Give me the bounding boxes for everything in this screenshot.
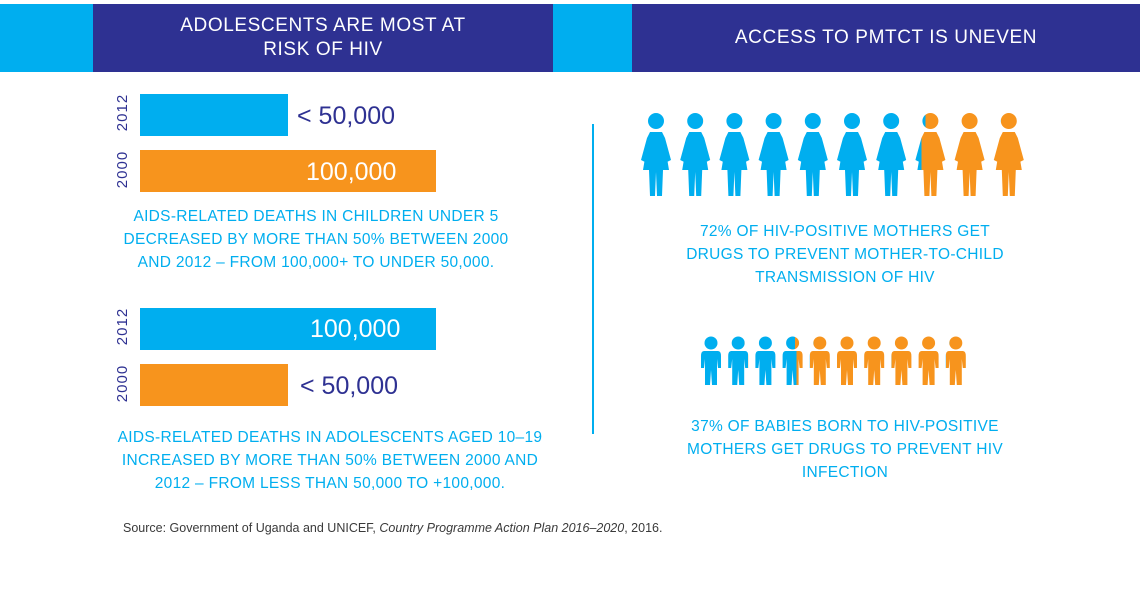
chart2-bar-2000: [140, 364, 288, 406]
mothers-caption-line: TRANSMISSION OF HIV: [755, 269, 935, 286]
child-icon: [755, 336, 776, 385]
header-left: ADOLESCENTS ARE MOST AT RISK OF HIV: [93, 4, 553, 72]
child-icon: [809, 336, 830, 385]
source-suffix: , 2016.: [624, 521, 663, 535]
chart2-caption-line: INCREASED BY MORE THAN 50% BETWEEN 2000 …: [121, 452, 539, 469]
mothers-caption: 72% OF HIV-POSITIVE MOTHERS GET DRUGS TO…: [650, 220, 1040, 289]
header-accent-middle: [553, 4, 632, 72]
header-accent-left: [0, 4, 93, 72]
chart1-year-2000: 2000: [114, 150, 132, 189]
chart1-year-2012: 2012: [114, 93, 132, 132]
header-left-line1: ADOLESCENTS ARE MOST AT: [180, 15, 466, 36]
chart2-caption-line: 2012 – FROM LESS THAN 50,000 TO +100,000…: [154, 475, 506, 492]
woman-icon: [797, 113, 828, 196]
column-divider: [592, 124, 594, 434]
woman-icon: [758, 113, 789, 196]
header-right: ACCESS TO PMTCT IS UNEVEN: [632, 4, 1140, 72]
child-icon: [864, 336, 885, 385]
source-title: Country Programme Action Plan 2016–2020: [379, 521, 625, 535]
chart2-year-2000: 2000: [114, 364, 132, 403]
woman-icon: [680, 113, 711, 196]
woman-icon: [719, 113, 750, 196]
mothers-caption-line: 72% OF HIV-POSITIVE MOTHERS GET: [699, 223, 991, 240]
chart1-label-2012: < 50,000: [297, 102, 396, 130]
child-icon: [891, 336, 912, 385]
child-icon: [945, 336, 966, 385]
woman-icon: [993, 113, 1024, 196]
chart1-caption-line: AND 2012 – FROM 100,000+ TO UNDER 50,000…: [137, 254, 495, 271]
chart2-label-2000: < 50,000: [300, 372, 399, 400]
source-prefix: Source: Government of Uganda and UNICEF,: [123, 521, 380, 535]
child-icon: [782, 336, 803, 385]
babies-caption-line: MOTHERS GET DRUGS TO PREVENT HIV: [687, 441, 1003, 458]
child-icon: [728, 336, 749, 385]
child-icon: [837, 336, 857, 385]
woman-icon: [641, 113, 671, 196]
header-right-title: ACCESS TO PMTCT IS UNEVEN: [734, 27, 1038, 48]
chart2-label-2012: 100,000: [310, 315, 401, 343]
mothers-caption-line: DRUGS TO PREVENT MOTHER-TO-CHILD: [686, 246, 1004, 263]
chart1-bar-2012: [140, 94, 288, 136]
child-icon: [918, 336, 939, 385]
source-note: Source: Government of Uganda and UNICEF,…: [123, 521, 662, 535]
babies-caption-line: 37% OF BABIES BORN TO HIV-POSITIVE: [691, 418, 999, 435]
child-icon: [701, 336, 721, 385]
chart1-caption-line: DECREASED BY MORE THAN 50% BETWEEN 2000: [123, 231, 509, 248]
chart2-bar-2012: [140, 308, 436, 350]
header-left-line2: RISK OF HIV: [263, 39, 383, 60]
chart2-year-2012: 2012: [114, 307, 132, 346]
babies-pictogram: [701, 336, 966, 385]
chart1-label-2000: 100,000: [306, 158, 397, 186]
chart2-caption: AIDS-RELATED DEATHS IN ADOLESCENTS AGED …: [100, 426, 560, 495]
chart1-caption-line: AIDS-RELATED DEATHS IN CHILDREN UNDER 5: [133, 208, 499, 225]
woman-icon: [876, 113, 907, 196]
woman-icon: [915, 113, 946, 196]
chart2-caption-line: AIDS-RELATED DEATHS IN ADOLESCENTS AGED …: [117, 429, 543, 446]
babies-caption-line: INFECTION: [801, 464, 889, 481]
chart1-caption: AIDS-RELATED DEATHS IN CHILDREN UNDER 5 …: [100, 205, 532, 274]
chart1-bar-2000: [140, 150, 436, 192]
mothers-pictogram: [641, 113, 1024, 196]
babies-caption: 37% OF BABIES BORN TO HIV-POSITIVE MOTHE…: [650, 415, 1040, 484]
woman-icon: [837, 113, 867, 196]
woman-icon: [954, 113, 985, 196]
